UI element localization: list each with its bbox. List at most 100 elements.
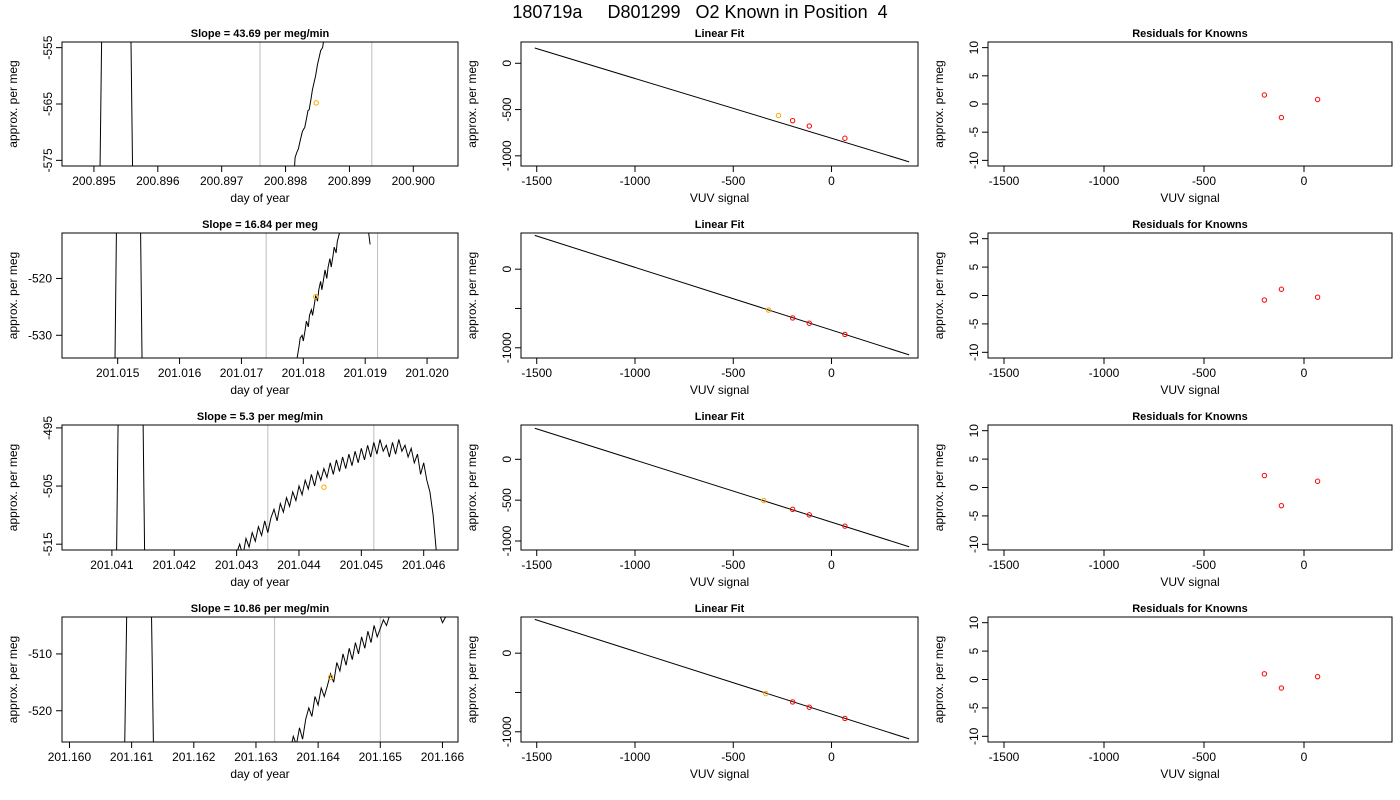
y-tick-label: -510	[28, 647, 52, 661]
panel-r4-c3: Residuals for Knowns -1500 -1000 -500 0 -10 -5…	[932, 603, 1393, 781]
x-tick-label: -500	[721, 750, 745, 764]
panel-r4-c2: Linear Fit -1500 -1000 -500 0 -1000 0 VUV signa…	[465, 603, 919, 781]
known-point	[1314, 96, 1321, 103]
y-tick-label: -1000	[500, 525, 514, 556]
y-tick-label: -1000	[500, 716, 514, 747]
x-tick-label: 201.043	[215, 558, 259, 572]
y-tick-label: -5	[967, 318, 981, 329]
fit-line	[534, 427, 910, 548]
plot-area	[114, 233, 379, 358]
known-point	[1261, 92, 1268, 98]
x-tick-label: 201.015	[96, 366, 140, 380]
y-tick-label: -555	[41, 35, 55, 59]
signal-trace	[291, 617, 390, 742]
x-axis-label: day of year	[230, 383, 289, 397]
x-tick-label: -1500	[521, 558, 552, 572]
x-tick-label: -500	[1192, 558, 1216, 572]
plot-area	[116, 425, 437, 550]
y-tick-label: 0	[500, 266, 514, 273]
x-axis-label: VUV signal	[690, 575, 749, 589]
panel-title: Slope = 10.86 per meg/min	[191, 603, 330, 615]
sample-point	[321, 484, 327, 490]
y-tick-label: 0	[500, 456, 514, 463]
y-tick-label: 5	[967, 263, 981, 270]
x-tick-label: 201.044	[277, 558, 321, 572]
x-tick-label: 200.898	[264, 174, 308, 188]
x-axis-label: day of year	[230, 767, 289, 781]
x-axis-label: VUV signal	[1160, 575, 1219, 589]
known-point	[789, 315, 796, 321]
x-tick-label: -500	[721, 174, 745, 188]
panel-title: Residuals for Knowns	[1132, 28, 1248, 40]
fit-line	[534, 47, 910, 163]
signal-trace	[140, 233, 143, 358]
x-tick-label: -1500	[989, 558, 1020, 572]
y-axis-label: approx. per meg	[465, 636, 479, 723]
sample-point	[327, 674, 334, 680]
plot-frame	[520, 616, 919, 743]
x-tick-label: -500	[721, 366, 745, 380]
x-tick-label: 0	[828, 366, 835, 380]
plot-area	[1261, 472, 1321, 509]
x-tick-label: -1500	[989, 750, 1020, 764]
fit-line	[534, 618, 910, 740]
figure-title: 180719a D801299 O2 Known in Position 4	[512, 2, 888, 22]
plot-frame	[987, 41, 1393, 167]
x-tick-label: 201.020	[405, 366, 449, 380]
plot-area	[534, 427, 910, 548]
signal-trace	[368, 233, 371, 245]
y-tick-label: 10	[967, 424, 981, 438]
panel-title: Linear Fit	[695, 411, 745, 423]
y-tick-label: 10	[967, 41, 981, 55]
signal-trace	[294, 42, 324, 166]
x-tick-label: 0	[1301, 750, 1308, 764]
signal-trace	[99, 42, 103, 166]
y-tick-label: -500	[500, 97, 514, 121]
x-tick-label: 0	[828, 558, 835, 572]
panel-r4-c1: Slope = 10.86 per meg/min 201.160 201.161 2…	[6, 603, 464, 781]
y-tick-label: 0	[967, 100, 981, 107]
x-tick-label: 201.046	[402, 558, 446, 572]
y-tick-label: 0	[500, 650, 514, 657]
panel-r2-c1: Slope = 16.84 per meg 201.015 201.016 201.0…	[6, 219, 459, 397]
plot-frame	[61, 232, 459, 359]
x-axis-label: VUV signal	[1160, 767, 1219, 781]
known-point	[1314, 478, 1321, 484]
known-point	[1278, 114, 1285, 121]
panel-r3-c3: Residuals for Knowns -1500 -1000 -500 0 -10 -5…	[932, 411, 1393, 589]
known-point	[789, 699, 796, 705]
x-tick-label: 201.017	[220, 366, 264, 380]
x-tick-label: -1500	[521, 174, 552, 188]
plot-frame	[520, 424, 919, 551]
panel-r2-c2: Linear Fit -1500 -1000 -500 0 -1000 0 VUV signa…	[465, 219, 919, 397]
y-tick-label: -1000	[500, 140, 514, 171]
y-tick-label: 0	[967, 292, 981, 299]
y-tick-label: -505	[41, 474, 55, 498]
x-axis-label: day of year	[230, 575, 289, 589]
signal-trace	[116, 425, 119, 550]
fit-line	[534, 234, 910, 356]
plot-frame	[61, 424, 459, 551]
panel-r3-c2: Linear Fit -1500 -1000 -500 0 -1000 -500 0 VUV s…	[465, 411, 919, 589]
panel-title: Slope = 5.3 per meg/min	[197, 411, 324, 423]
known-point	[1278, 286, 1285, 292]
plot-area	[124, 617, 447, 742]
signal-trace	[296, 233, 341, 358]
sample-point	[762, 690, 769, 697]
plot-area	[534, 47, 910, 163]
y-tick-label: -520	[28, 704, 52, 718]
x-tick-label: 201.162	[172, 750, 216, 764]
x-axis-label: day of year	[230, 191, 289, 205]
y-tick-label: -1000	[500, 332, 514, 363]
x-tick-label: -1000	[620, 366, 651, 380]
x-tick-label: -1500	[521, 750, 552, 764]
plot-area	[1261, 92, 1321, 121]
x-tick-label: 200.895	[72, 174, 116, 188]
x-tick-label: 201.164	[296, 750, 340, 764]
panel-title: Residuals for Knowns	[1132, 603, 1248, 615]
known-point	[789, 506, 796, 513]
sample-point	[761, 497, 767, 504]
known-point	[842, 331, 848, 338]
y-tick-label: 5	[967, 647, 981, 654]
y-tick-label: -495	[41, 416, 55, 440]
